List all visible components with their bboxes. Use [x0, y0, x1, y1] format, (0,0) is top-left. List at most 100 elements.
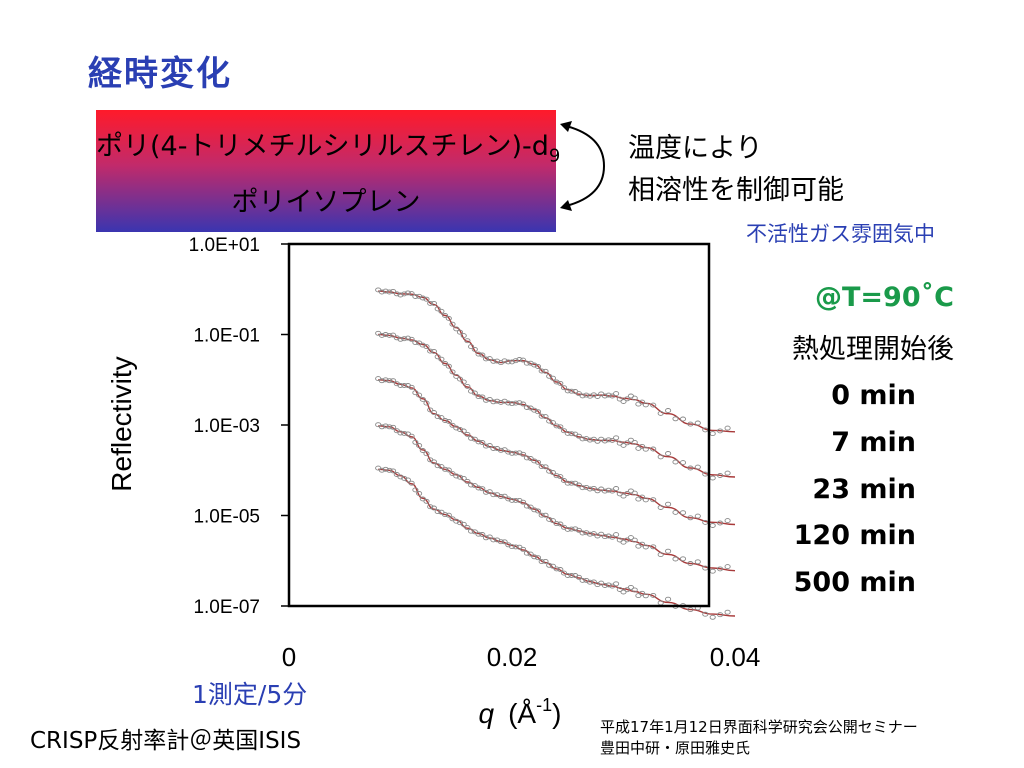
data-point	[586, 437, 594, 443]
data-point	[523, 360, 530, 366]
data-point	[505, 400, 512, 406]
data-point	[397, 336, 404, 342]
data-point	[665, 451, 672, 456]
data-point	[408, 384, 415, 390]
data-point	[642, 402, 649, 408]
data-point	[687, 607, 694, 613]
data-point	[430, 348, 437, 354]
data-point	[501, 539, 508, 545]
data-point	[427, 348, 434, 354]
time-label-120min: 120 min	[793, 520, 916, 551]
data-point	[575, 482, 582, 488]
data-point	[404, 477, 411, 483]
data-point	[520, 451, 527, 457]
data-point	[527, 456, 534, 461]
data-point	[534, 459, 542, 465]
data-point	[401, 430, 408, 436]
data-point	[490, 446, 497, 451]
data-point	[408, 480, 415, 486]
data-point	[520, 546, 527, 552]
data-point	[724, 425, 731, 431]
data-point	[401, 291, 408, 297]
data-point	[605, 437, 612, 443]
data-point	[542, 512, 549, 518]
data-point	[642, 544, 649, 550]
data-point	[560, 478, 568, 483]
y-tick-label: 1.0E-07	[193, 597, 260, 618]
data-point	[482, 356, 490, 362]
data-point	[609, 437, 616, 443]
instrument-note: CRISP反射率計＠英国ISIS	[30, 728, 302, 754]
data-point	[624, 396, 631, 402]
data-point	[627, 535, 634, 541]
data-point	[505, 359, 512, 365]
data-point	[717, 520, 724, 526]
data-point	[520, 499, 527, 505]
data-point	[542, 464, 549, 470]
data-point	[460, 521, 467, 527]
data-point	[568, 480, 575, 486]
data-point	[546, 562, 553, 568]
data-point	[393, 291, 400, 297]
data-point	[378, 467, 385, 473]
slide-title: 経時変化	[88, 54, 232, 94]
y-tick-label: 1.0E-05	[193, 507, 260, 528]
data-point	[717, 612, 724, 618]
polymer-top-label: ポリ(4-トリメチルシリルスチレン)-d9	[96, 124, 560, 166]
data-point	[598, 580, 605, 586]
data-point	[527, 504, 534, 510]
data-point	[687, 421, 694, 427]
data-point	[583, 392, 590, 398]
data-point	[456, 474, 464, 480]
data-point	[449, 321, 456, 327]
data-point	[620, 442, 627, 448]
data-point	[679, 416, 687, 422]
fit-line-120min	[378, 425, 736, 572]
time-label-23min: 23 min	[812, 474, 916, 505]
data-point	[694, 513, 701, 519]
data-point	[516, 357, 523, 362]
data-point	[460, 475, 467, 481]
x-tick-label: 0.02	[487, 642, 538, 672]
data-point	[471, 483, 478, 489]
data-point	[442, 313, 449, 318]
data-point	[475, 485, 482, 491]
double-arrow-icon	[560, 121, 606, 211]
data-point	[657, 410, 664, 416]
data-point	[549, 375, 556, 381]
data-point	[423, 498, 430, 504]
data-point	[378, 424, 385, 430]
data-point	[672, 556, 679, 562]
data-point	[412, 390, 419, 396]
data-point	[378, 332, 385, 338]
data-point	[642, 593, 649, 599]
data-point	[423, 400, 430, 406]
data-point	[650, 497, 657, 503]
data-point	[442, 418, 449, 423]
data-point	[438, 356, 445, 362]
data-point	[490, 358, 497, 364]
data-point	[538, 413, 545, 419]
data-point	[464, 525, 471, 531]
data-point	[475, 351, 482, 357]
data-point	[672, 509, 679, 515]
data-point	[620, 493, 627, 499]
atmosphere-note: 不活性ガス雰囲気中	[746, 222, 935, 246]
data-point	[508, 497, 516, 503]
data-point	[386, 467, 393, 473]
data-point	[665, 596, 672, 602]
data-point	[575, 433, 582, 439]
data-point	[490, 537, 497, 543]
data-point	[471, 436, 478, 442]
data-point	[382, 466, 389, 472]
data-point	[631, 439, 638, 445]
data-point	[482, 397, 490, 403]
data-point	[408, 291, 415, 297]
data-point	[601, 438, 608, 444]
data-point	[601, 534, 608, 540]
data-point	[657, 454, 664, 460]
x-axis-title: q (Å-1)	[479, 695, 562, 729]
data-point	[471, 529, 478, 535]
temperature-control-note: 温度により 相溶性を制御可能	[628, 128, 844, 212]
